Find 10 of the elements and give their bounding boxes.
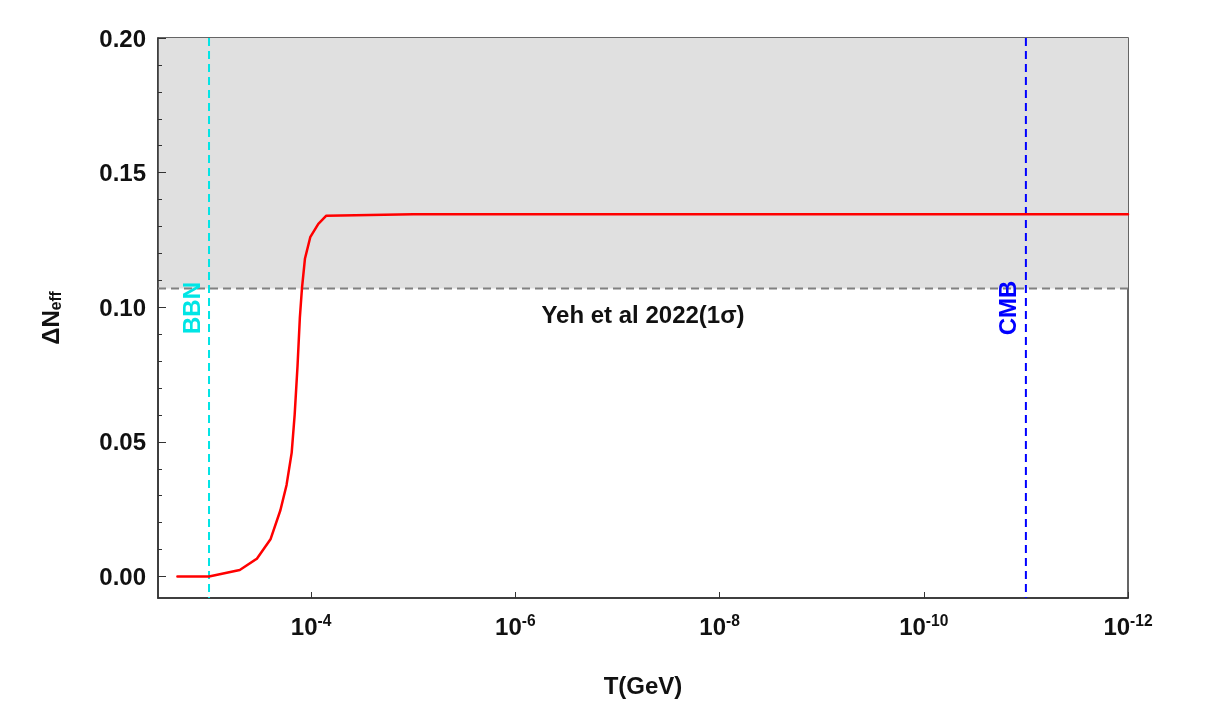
ref-line-label: BBN	[177, 282, 205, 334]
y-tick-label: 0.20	[99, 24, 146, 52]
y-tick-label: 0.00	[99, 562, 146, 590]
y-tick-label: 0.05	[99, 428, 146, 456]
x-axis-title: T(GeV)	[603, 671, 683, 699]
y-tick-label: 0.10	[99, 293, 146, 321]
y-axis-title: ΔNeff	[36, 290, 64, 345]
y-tick-label: 0.15	[99, 159, 146, 187]
ref-line-label: CMB	[994, 280, 1022, 336]
ref-line-label: Yeh et al 2022(1σ)	[541, 300, 745, 328]
